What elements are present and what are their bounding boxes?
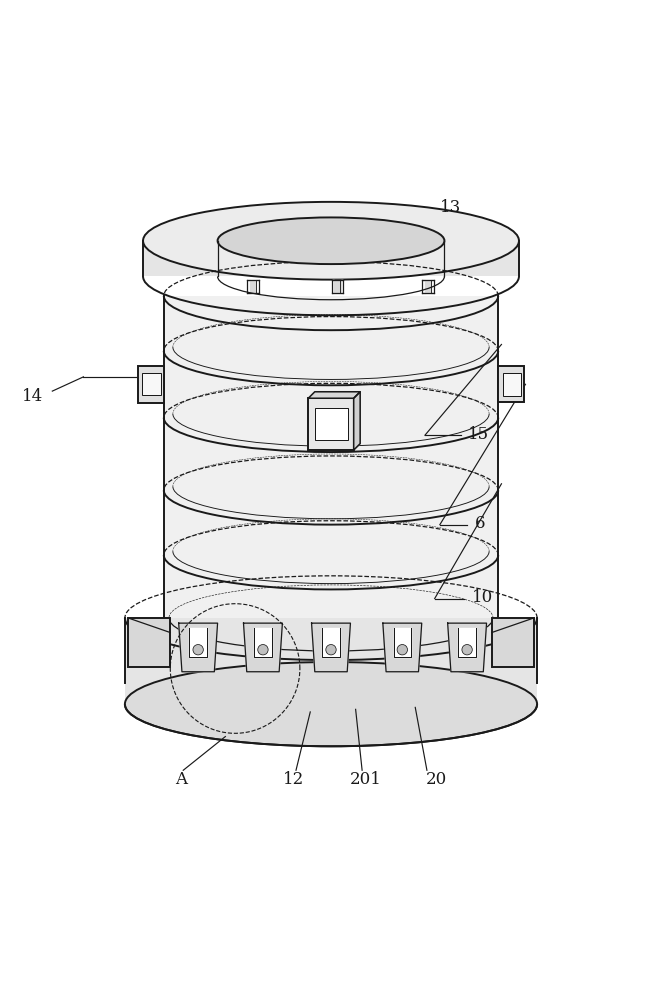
Text: A: A <box>175 771 187 788</box>
Bar <box>308 398 354 450</box>
Text: 10: 10 <box>471 589 493 606</box>
Circle shape <box>326 645 336 655</box>
Text: 15: 15 <box>469 426 489 443</box>
Polygon shape <box>383 623 422 672</box>
Circle shape <box>397 645 408 655</box>
Bar <box>142 373 161 395</box>
Bar <box>128 618 170 667</box>
Bar <box>143 241 519 276</box>
Text: 13: 13 <box>440 199 461 216</box>
Polygon shape <box>422 280 434 293</box>
Bar <box>492 618 534 667</box>
Polygon shape <box>312 623 350 672</box>
Bar <box>125 618 537 704</box>
Text: 20: 20 <box>426 771 447 788</box>
Polygon shape <box>254 628 271 657</box>
Polygon shape <box>308 392 360 398</box>
Circle shape <box>193 645 203 655</box>
Text: 12: 12 <box>283 771 305 788</box>
Polygon shape <box>354 392 360 450</box>
Text: 6: 6 <box>475 515 485 532</box>
Polygon shape <box>458 628 476 657</box>
Circle shape <box>462 645 472 655</box>
Bar <box>138 366 164 403</box>
Text: 201: 201 <box>350 771 381 788</box>
Polygon shape <box>322 628 340 657</box>
Bar <box>502 373 521 396</box>
Bar <box>498 366 524 402</box>
Bar <box>164 296 498 618</box>
Text: 14: 14 <box>23 388 44 405</box>
Polygon shape <box>179 623 218 672</box>
Circle shape <box>258 645 268 655</box>
Polygon shape <box>248 280 259 293</box>
Polygon shape <box>244 623 283 672</box>
Ellipse shape <box>143 202 519 280</box>
Ellipse shape <box>125 662 537 746</box>
Polygon shape <box>448 623 487 672</box>
Polygon shape <box>393 628 411 657</box>
Bar <box>315 408 348 440</box>
Polygon shape <box>332 280 344 293</box>
Ellipse shape <box>218 217 444 264</box>
Polygon shape <box>189 628 207 657</box>
